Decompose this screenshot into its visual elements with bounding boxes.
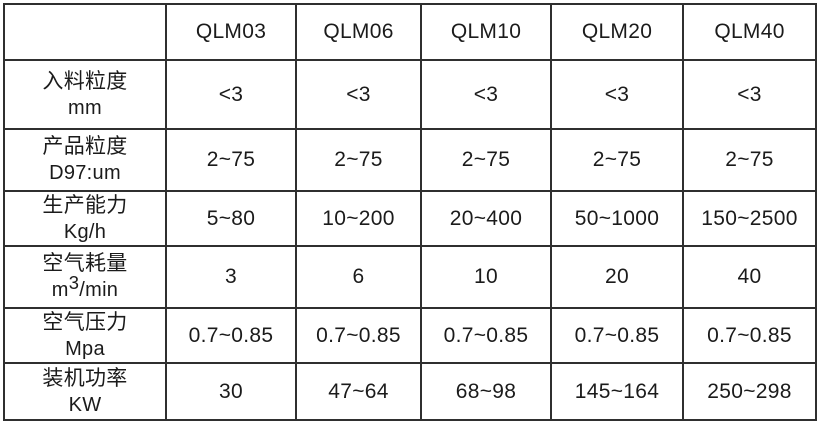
row-label-capacity: 生产能力 Kg/h <box>3 190 167 247</box>
model-header-qlm06: QLM06 <box>295 3 422 61</box>
row-unit: Mpa <box>65 337 105 360</box>
cell-value: 2~75 <box>295 128 422 192</box>
cell-value: 40 <box>682 245 817 309</box>
cell-value: 20~400 <box>420 190 552 247</box>
table-row-air-pressure: 空气压力 Mpa 0.7~0.85 0.7~0.85 0.7~0.85 0.7~… <box>3 307 817 364</box>
corner-cell <box>3 3 167 61</box>
cell-value: 5~80 <box>165 190 297 247</box>
cell-value: 10~200 <box>295 190 422 247</box>
row-name: 空气耗量 <box>42 252 128 275</box>
cell-value: 10 <box>420 245 552 309</box>
cell-value: 2~75 <box>682 128 817 192</box>
cell-value: 0.7~0.85 <box>550 307 684 364</box>
table-row-installed-power: 装机功率 KW 30 47~64 68~98 145~164 250~298 <box>3 362 817 421</box>
header-row: QLM03 QLM06 QLM10 QLM20 QLM40 <box>3 3 817 61</box>
cell-value: 2~75 <box>550 128 684 192</box>
row-unit: Kg/h <box>63 220 107 243</box>
row-name: 生产能力 <box>42 193 128 217</box>
row-unit: KW <box>68 393 102 416</box>
cell-value: <3 <box>165 59 297 130</box>
model-header-qlm40: QLM40 <box>682 3 817 61</box>
cell-value: 0.7~0.85 <box>295 307 422 364</box>
row-unit: mm <box>68 96 102 119</box>
row-label-feed-size: 入料粒度 mm <box>3 59 167 130</box>
cell-value: 250~298 <box>682 362 817 421</box>
table-row-feed-size: 入料粒度 mm <3 <3 <3 <3 <3 <box>3 59 817 130</box>
cell-value: 68~98 <box>420 362 552 421</box>
row-label-air-pressure: 空气压力 Mpa <box>3 307 167 364</box>
cell-value: 50~1000 <box>550 190 684 247</box>
cell-value: 20 <box>550 245 684 309</box>
row-name: 入料粒度 <box>42 69 128 93</box>
table-row-product-size: 产品粒度 D97:um 2~75 2~75 2~75 2~75 2~75 <box>3 128 817 192</box>
cell-value: 30 <box>165 362 297 421</box>
spec-table: QLM03 QLM06 QLM10 QLM20 QLM40 入料粒度 mm <3… <box>3 3 817 421</box>
cell-value: 0.7~0.85 <box>165 307 297 364</box>
cell-value: 145~164 <box>550 362 684 421</box>
model-header-qlm20: QLM20 <box>550 3 684 61</box>
cell-value: <3 <box>550 59 684 130</box>
cell-value: 0.7~0.85 <box>420 307 552 364</box>
cell-value: 2~75 <box>165 128 297 192</box>
row-unit: D97:um <box>49 162 121 184</box>
cell-value: 3 <box>165 245 297 309</box>
cell-value: <3 <box>682 59 817 130</box>
cell-value: <3 <box>420 59 552 130</box>
cell-value: 6 <box>295 245 422 309</box>
row-unit: m3/min <box>51 272 119 301</box>
row-name: 装机功率 <box>42 366 128 390</box>
cell-value: 2~75 <box>420 128 552 192</box>
model-header-qlm10: QLM10 <box>420 3 552 61</box>
model-header-qlm03: QLM03 <box>165 3 297 61</box>
row-name: 产品粒度 <box>42 135 128 158</box>
cell-value: <3 <box>295 59 422 130</box>
table-row-capacity: 生产能力 Kg/h 5~80 10~200 20~400 50~1000 150… <box>3 190 817 247</box>
cell-value: 150~2500 <box>682 190 817 247</box>
row-label-air-consumption: 空气耗量 m3/min <box>3 245 167 309</box>
cubed-superscript: 3 <box>68 272 80 294</box>
cell-value: 0.7~0.85 <box>682 307 817 364</box>
row-label-installed-power: 装机功率 KW <box>3 362 167 421</box>
table-row-air-consumption: 空气耗量 m3/min 3 6 10 20 40 <box>3 245 817 309</box>
row-label-product-size: 产品粒度 D97:um <box>3 128 167 192</box>
row-name: 空气压力 <box>42 310 128 334</box>
cell-value: 47~64 <box>295 362 422 421</box>
